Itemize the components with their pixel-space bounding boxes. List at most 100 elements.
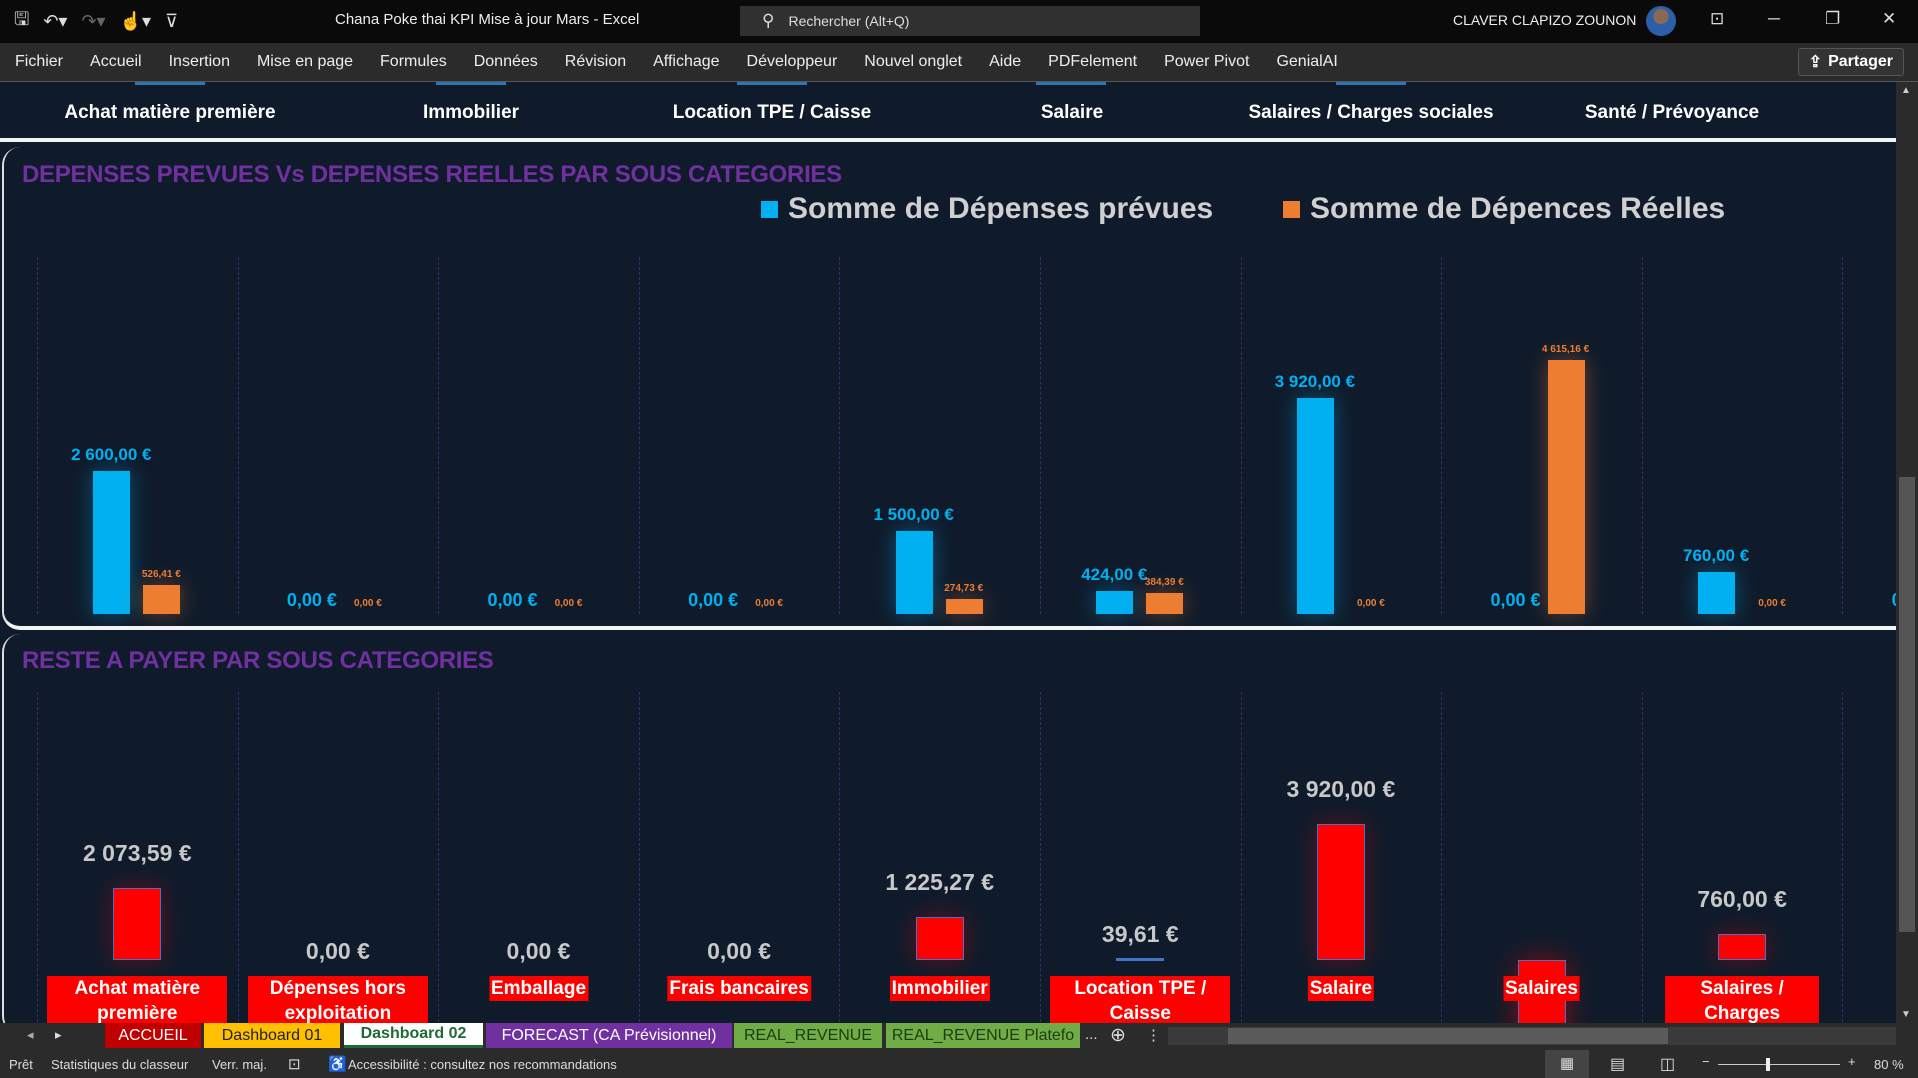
more-sheets[interactable]: ...: [1085, 1026, 1098, 1043]
vertical-scrollbar[interactable]: ▲ ▼: [1896, 82, 1918, 1023]
horizontal-scrollbar[interactable]: [1168, 1027, 1896, 1045]
zoom-slider-handle[interactable]: [1766, 1058, 1770, 1071]
bar-remaining[interactable]: [1316, 824, 1365, 960]
page-layout-icon[interactable]: ▤: [1610, 1056, 1626, 1073]
slicer-item[interactable]: Salaire: [1040, 102, 1104, 123]
close-icon[interactable]: ✕: [1882, 9, 1897, 28]
accessibility-icon[interactable]: ♿: [328, 1056, 347, 1073]
undo-icon[interactable]: ↶▾: [43, 11, 68, 31]
normal-view-icon[interactable]: ▦: [1545, 1050, 1589, 1078]
add-sheet-icon[interactable]: ⊕: [1110, 1025, 1126, 1046]
bar-remaining[interactable]: [1116, 958, 1165, 961]
scroll-thumb[interactable]: [1228, 1028, 1668, 1044]
ribbon-tab-8[interactable]: Développeur: [746, 53, 838, 70]
redo-icon[interactable]: ↷▾: [81, 11, 106, 31]
slicer-item[interactable]: Santé / Prévoyance: [1584, 102, 1760, 123]
slicer-item[interactable]: Location TPE / Caisse: [672, 102, 872, 123]
caps-lock: Verr. maj.: [212, 1057, 267, 1072]
category-label: Salaires / Charges sociales: [1665, 976, 1820, 1023]
restore-icon[interactable]: ❐: [1825, 9, 1841, 28]
value-label-planned: 0,00 €: [1490, 590, 1541, 610]
bar-planned[interactable]: [93, 470, 131, 614]
page-break-icon[interactable]: ◫: [1660, 1056, 1676, 1073]
ribbon-tab-13[interactable]: GenialAI: [1276, 53, 1338, 70]
gridline: [37, 257, 38, 614]
accessibility-status[interactable]: Accessibilité : consultez nos recommanda…: [348, 1057, 617, 1072]
bar-actual[interactable]: [143, 584, 181, 614]
share-icon: ⇪: [1808, 54, 1823, 71]
ribbon-tab-0[interactable]: Fichier: [15, 53, 64, 70]
prev-sheet-icon[interactable]: ◂: [27, 1027, 34, 1042]
sheet-tab[interactable]: Dashboard 02: [344, 1023, 483, 1048]
slicer-highlight: [737, 82, 807, 85]
bar-planned[interactable]: [1296, 398, 1334, 614]
touch-mode-icon[interactable]: ☝▾: [119, 11, 152, 31]
zoom-in-icon[interactable]: +: [1848, 1054, 1856, 1069]
bar-planned[interactable]: [1698, 572, 1736, 614]
legend-planned: Somme de Dépenses prévues: [761, 192, 1213, 226]
category-label: Immobilier: [889, 976, 990, 1001]
zoom-level[interactable]: 80 %: [1874, 1057, 1904, 1072]
ribbon-tab-2[interactable]: Insertion: [168, 53, 230, 70]
zoom-out-icon[interactable]: −: [1702, 1054, 1710, 1069]
ribbon-display-icon[interactable]: ⊡: [1710, 9, 1725, 28]
ribbon-tab-11[interactable]: PDFelement: [1048, 53, 1138, 70]
value-label-actual: 526,41 €: [141, 568, 181, 580]
value-label: 3 920,00 €: [1286, 776, 1396, 802]
value-label-actual: 0,00 €: [755, 598, 783, 609]
chart-title: RESTE A PAYER PAR SOUS CATEGORIES: [22, 647, 494, 674]
ribbon-tab-7[interactable]: Affichage: [653, 53, 720, 70]
bar-remaining[interactable]: [1718, 933, 1767, 960]
bar-actual[interactable]: [1146, 592, 1184, 614]
bar-actual[interactable]: [1547, 359, 1585, 614]
ribbon-tabs: Fichier Accueil Insertion Mise en page Formu…: [0, 43, 1918, 82]
slicer-item[interactable]: Immobilier: [422, 102, 520, 123]
bar-actual[interactable]: [945, 598, 983, 614]
bar-remaining[interactable]: [915, 917, 964, 960]
ribbon-tab-10[interactable]: Aide: [989, 53, 1022, 70]
scroll-thumb[interactable]: [1899, 477, 1915, 932]
category-slicer: Achat matière première Immobilier Location…: [0, 82, 1896, 142]
ribbon-tab-9[interactable]: Nouvel onglet: [864, 53, 963, 70]
status-bar: Prêt Statistiques du classeur Verr. maj.…: [0, 1050, 1918, 1078]
bar-planned[interactable]: [895, 531, 933, 614]
value-label-planned: 0,00 €: [688, 590, 739, 610]
scroll-up-icon[interactable]: ▲: [1901, 85, 1911, 96]
legend-actual: Somme de Dépences Réelles: [1283, 192, 1725, 226]
customize-qat-icon[interactable]: ⊽: [165, 11, 179, 31]
scroll-down-icon[interactable]: ▼: [1901, 1009, 1911, 1020]
options-icon[interactable]: ⋮: [1146, 1027, 1161, 1044]
sheet-tab[interactable]: REAL_REVENUE Platefo: [886, 1023, 1080, 1048]
bar-planned[interactable]: [1096, 590, 1134, 614]
save-icon[interactable]: 🖫: [14, 8, 30, 29]
next-sheet-icon[interactable]: ▸: [55, 1027, 62, 1042]
bar-remaining[interactable]: [113, 888, 162, 960]
gridline: [1842, 692, 1844, 1023]
ribbon-tab-12[interactable]: Power Pivot: [1164, 53, 1250, 70]
workbook-stats[interactable]: Statistiques du classeur: [51, 1057, 189, 1072]
slicer-item[interactable]: Achat matière première: [64, 102, 276, 123]
search-box[interactable]: ⚲ Rechercher (Alt+Q): [740, 6, 1200, 36]
sheet-tab[interactable]: REAL_REVENUE: [734, 1023, 882, 1048]
ribbon-tab-4[interactable]: Formules: [380, 53, 447, 70]
gridline: [438, 257, 440, 614]
minimize-icon[interactable]: ─: [1768, 9, 1781, 28]
slicer-item[interactable]: Salaires / Charges sociales: [1248, 102, 1494, 123]
sheet-tab[interactable]: Dashboard 01: [204, 1023, 340, 1048]
value-label-actual: 0,00 €: [1758, 598, 1786, 609]
user-name[interactable]: CLAVER CLAPIZO ZOUNON: [1453, 12, 1637, 28]
value-label: 2 073,59 €: [82, 840, 192, 867]
avatar[interactable]: [1646, 6, 1676, 36]
sheet-tab[interactable]: ACCUEIL: [105, 1023, 201, 1048]
macro-record-icon[interactable]: ⊡: [288, 1056, 301, 1073]
zoom-slider[interactable]: [1718, 1058, 1840, 1071]
category-label: Location TPE / Caisse: [1050, 976, 1231, 1023]
ribbon-tab-1[interactable]: Accueil: [90, 53, 142, 70]
sheet-tab[interactable]: FORECAST (CA Prévisionnel): [486, 1023, 732, 1048]
ribbon-tab-3[interactable]: Mise en page: [256, 53, 354, 70]
share-button[interactable]: ⇪ Partager: [1797, 48, 1904, 76]
ribbon-tab-6[interactable]: Révision: [564, 53, 627, 70]
value-label-actual: 0,00 €: [353, 598, 382, 609]
ribbon-tab-5[interactable]: Données: [473, 53, 538, 70]
gridline: [237, 257, 239, 614]
